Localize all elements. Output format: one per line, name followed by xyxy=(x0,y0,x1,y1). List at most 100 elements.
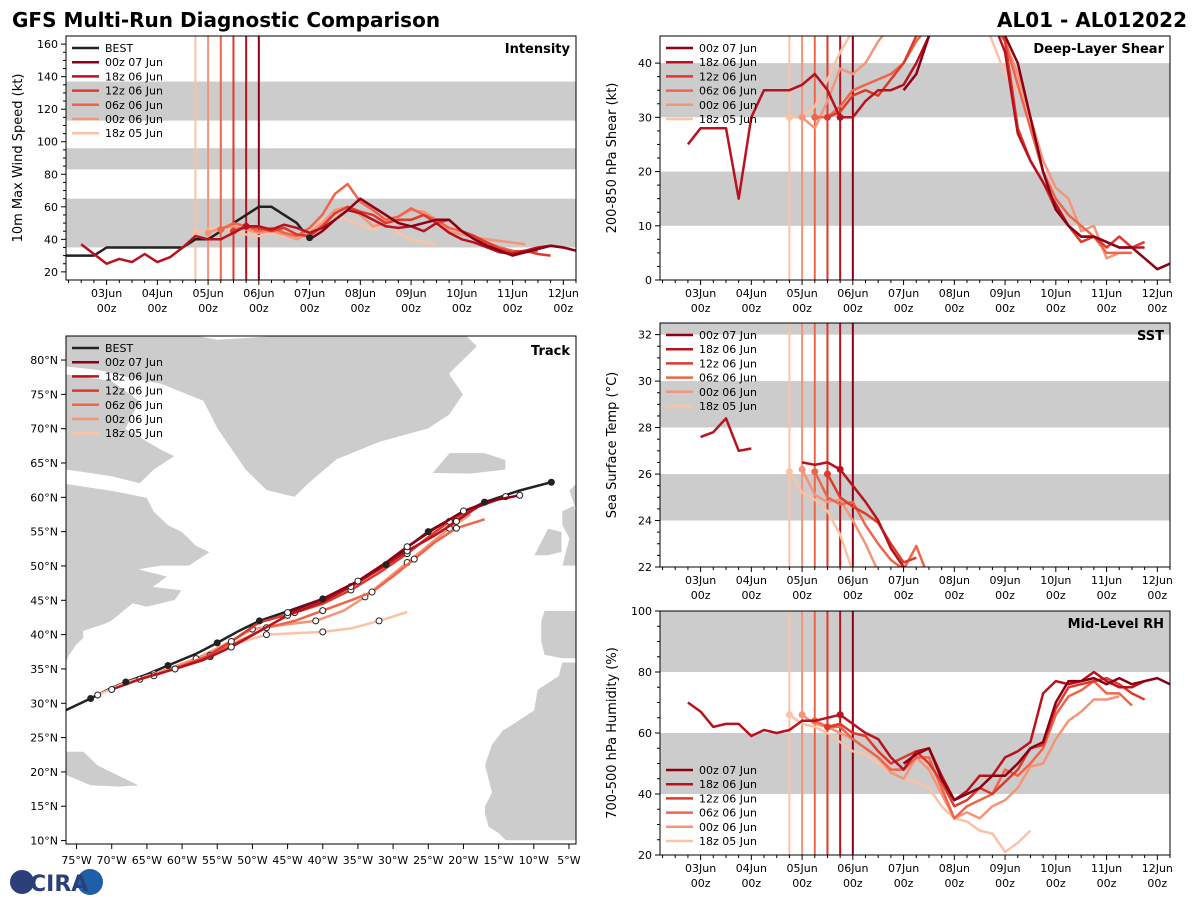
track-point xyxy=(452,524,460,532)
x-tick-hour-label: 00z xyxy=(995,877,1015,890)
y-tick-label: 40°N xyxy=(30,629,58,642)
legend-label: 18z 05 Jun xyxy=(105,127,163,140)
ireland-land xyxy=(533,527,563,557)
y-tick-label: 55°N xyxy=(30,526,58,539)
init-marker xyxy=(242,222,250,230)
legend-label: 18z 06 Jun xyxy=(105,370,163,383)
init-marker xyxy=(798,465,806,473)
track-line xyxy=(153,518,485,677)
track-point xyxy=(368,588,376,596)
track-point xyxy=(403,543,411,551)
x-tick-label: 55°W xyxy=(202,854,232,867)
figure-title: GFS Multi-Run Diagnostic Comparison xyxy=(12,8,440,32)
legend-label: 18z 05 Jun xyxy=(699,113,757,126)
x-tick-hour-label: 00z xyxy=(1097,589,1117,602)
x-tick-day-label: 11Jun xyxy=(1091,287,1122,300)
north-america-land xyxy=(66,483,212,663)
init-marker xyxy=(785,711,793,719)
series-line xyxy=(801,36,1120,260)
series-line xyxy=(902,36,1170,271)
y-tick-label: 10°N xyxy=(30,835,58,848)
norway-land xyxy=(568,483,576,512)
track-point xyxy=(410,555,418,563)
track-line xyxy=(174,506,479,671)
track-panel: 75°W 70°W 65°W 60°W 55°W 50°W 45°W 40°W 35°W 30°W… xyxy=(30,335,581,867)
legend-label: 06z 06 Jun xyxy=(105,99,163,112)
britain-land xyxy=(561,503,576,567)
init-marker xyxy=(836,465,844,473)
x-tick-label: 5°W xyxy=(557,854,580,867)
x-tick-hour-label: 00z xyxy=(843,302,863,315)
init-marker xyxy=(785,113,793,121)
x-tick-hour-label: 00z xyxy=(553,302,573,315)
legend-label: 00z 07 Jun xyxy=(699,764,757,777)
track-point xyxy=(312,617,320,625)
legend-label: 00z 06 Jun xyxy=(699,386,757,399)
x-tick-hour-label: 00z xyxy=(1046,302,1066,315)
x-tick-label: 25°W xyxy=(413,854,443,867)
best-track-point xyxy=(424,528,432,536)
legend-label: 12z 06 Jun xyxy=(699,792,757,805)
legend-label: 00z 07 Jun xyxy=(105,356,163,369)
init-marker xyxy=(811,468,819,476)
best-track-point xyxy=(382,561,390,569)
best-track-point xyxy=(319,595,327,603)
best-track-point xyxy=(547,478,555,486)
iceland-land xyxy=(430,452,507,475)
x-tick-hour-label: 00z xyxy=(1097,877,1117,890)
legend-label: BEST xyxy=(105,42,133,55)
panel-title: SST xyxy=(1137,329,1164,344)
x-tick-day-label: 03Jun xyxy=(91,287,122,300)
plot-area xyxy=(660,36,1170,280)
y-tick-label: 75°N xyxy=(30,388,58,401)
x-tick-hour-label: 00z xyxy=(401,302,421,315)
x-tick-hour-label: 00z xyxy=(1097,302,1117,315)
x-tick-day-label: 10Jun xyxy=(446,287,477,300)
y-tick-label: 32 xyxy=(638,329,652,342)
best-track-point xyxy=(122,678,130,686)
caribbean-land xyxy=(66,750,142,788)
y-tick-label: 50°N xyxy=(30,560,58,573)
x-tick-hour-label: 00z xyxy=(1147,877,1167,890)
x-tick-label: 15°W xyxy=(483,854,513,867)
series-line xyxy=(233,205,551,257)
shaded-band xyxy=(660,381,1170,428)
shaded-band xyxy=(66,81,576,121)
y-tick-label: 20 xyxy=(44,266,58,279)
y-tick-label: 30 xyxy=(638,375,652,388)
x-tick-hour-label: 00z xyxy=(97,302,117,315)
track-point xyxy=(262,631,270,639)
panel-title: Mid-Level RH xyxy=(1068,617,1164,632)
y-tick-label: 70°N xyxy=(30,423,58,436)
africa-land xyxy=(484,661,576,841)
plot-area xyxy=(66,36,576,280)
plot-area xyxy=(660,611,1170,855)
baffin-land xyxy=(66,373,176,485)
shaded-band xyxy=(660,474,1170,521)
track-point xyxy=(375,617,383,625)
x-tick-day-label: 12Jun xyxy=(1142,287,1173,300)
best-track-point xyxy=(481,498,489,506)
init-marker xyxy=(823,723,831,731)
x-tick-day-label: 10Jun xyxy=(1040,287,1071,300)
legend-label: 00z 07 Jun xyxy=(699,42,757,55)
y-tick-label: 160 xyxy=(37,38,58,51)
shaded-band xyxy=(660,733,1170,794)
track-point xyxy=(171,665,179,673)
y-tick-label: 60°N xyxy=(30,491,58,504)
series-line xyxy=(687,670,1146,802)
iberia-land xyxy=(540,610,576,659)
x-tick-label: 10°W xyxy=(519,854,549,867)
x-tick-label: 45°W xyxy=(272,854,302,867)
legend-label: 00z 06 Jun xyxy=(699,821,757,834)
series-line xyxy=(308,197,576,257)
x-tick-hour-label: 00z xyxy=(944,302,964,315)
y-tick-label: 100 xyxy=(631,605,652,618)
map-area xyxy=(66,336,576,841)
init-marker xyxy=(191,229,199,237)
y-tick-label: 15°N xyxy=(30,800,58,813)
legend-label: 06z 06 Jun xyxy=(699,85,757,98)
x-tick-label: 50°W xyxy=(237,854,267,867)
x-tick-hour-label: 00z xyxy=(741,589,761,602)
